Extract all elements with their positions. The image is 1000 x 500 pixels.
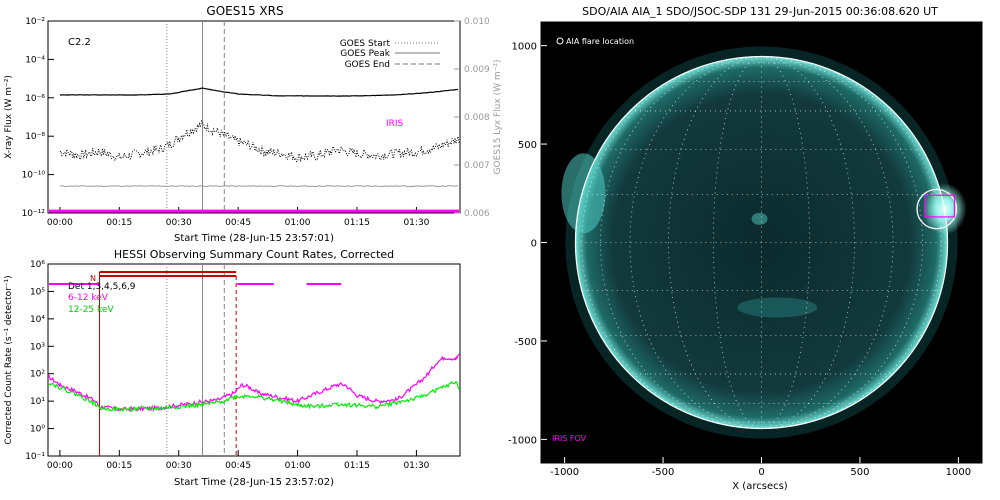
hessi-ytick-label: 10⁶ bbox=[30, 260, 45, 270]
hessi-xlabel: Start Time (28-Jun-15 23:57:02) bbox=[174, 477, 334, 488]
hessi-ytick-label: 10⁰ bbox=[30, 425, 45, 435]
aia-sun-group bbox=[556, 37, 967, 439]
hessi-ytick-label: 10² bbox=[30, 370, 45, 380]
hessi-xtick-label: 00:45 bbox=[225, 461, 251, 471]
goes-event-markers bbox=[166, 21, 225, 213]
aia-longitude-line bbox=[761, 56, 855, 429]
goes-series-lya bbox=[59, 185, 459, 188]
goes-legend-peak: GOES Peak bbox=[340, 49, 390, 59]
hessi-ytick-label: 10⁻¹ bbox=[25, 452, 45, 462]
goes-legend-end: GOES End bbox=[345, 60, 390, 70]
goes-y2tick-label: 0.010 bbox=[464, 17, 490, 27]
aia-title: SDO/AIA AIA_1 SDO/JSOC-SDP 131 29-Jun-20… bbox=[582, 5, 938, 18]
aia-flare-location-circle bbox=[916, 188, 958, 230]
hessi-legend-high: 12-25 keV bbox=[68, 305, 114, 315]
aia-iris-fov-box bbox=[924, 194, 956, 218]
aia-panel: SDO/AIA AIA_1 SDO/JSOC-SDP 131 29-Jun-20… bbox=[508, 5, 983, 492]
aia-iris-fov-label: IRIS FOV bbox=[552, 434, 587, 443]
goes-ytick-label: 10⁻² bbox=[25, 17, 45, 27]
hessi-event-markers bbox=[49, 264, 342, 456]
aia-longitude-line bbox=[761, 56, 811, 429]
goes-flare-class: C2.2 bbox=[68, 37, 91, 48]
aia-ytick-label: 500 bbox=[518, 140, 537, 151]
goes-xlabel: Start Time (28-Jun-15 23:57:01) bbox=[174, 233, 334, 244]
aia-ytick-label: -1000 bbox=[508, 435, 537, 446]
aia-legend-circle-symbol bbox=[556, 37, 564, 45]
hessi-series-group bbox=[47, 353, 460, 413]
goes-y2tick-label: 0.007 bbox=[464, 161, 490, 171]
aia-ytick-label: -500 bbox=[514, 337, 537, 348]
goes-y2tick-label: 0.008 bbox=[464, 113, 490, 123]
hessi-xtick-label: 00:15 bbox=[106, 461, 132, 471]
goes-y2tick-label: 0.009 bbox=[464, 65, 490, 75]
hessi-ytick-label: 10³ bbox=[30, 342, 45, 352]
goes-series-long bbox=[59, 87, 458, 97]
aia-ticks: -1000 -500 0 500 1000 1000 500 0 -500 -1000 bbox=[508, 42, 971, 478]
hessi-ytick-label: 10¹ bbox=[30, 397, 45, 407]
goes-series-group bbox=[49, 87, 460, 213]
aia-longitude-line bbox=[761, 56, 894, 429]
hessi-xtick-label: 01:15 bbox=[344, 461, 370, 471]
hessi-y-ticks: 10⁶ 10⁵ 10⁴ 10³ 10² 10¹ 10⁰ 10⁻¹ bbox=[25, 260, 54, 462]
goes-title: GOES15 XRS bbox=[206, 4, 283, 18]
hessi-xtick-label: 01:00 bbox=[285, 461, 311, 471]
goes-plot-frame bbox=[47, 20, 461, 214]
hessi-series-12-25kev bbox=[47, 380, 460, 413]
aia-limb-circle bbox=[574, 55, 949, 430]
goes-iris-label: IRIS bbox=[386, 119, 404, 129]
goes-y2-ticks: 0.010 0.009 0.008 0.007 0.006 bbox=[454, 17, 490, 219]
hessi-legend-low: 6-12 keV bbox=[68, 293, 109, 303]
aia-xlabel: X (arcsecs) bbox=[732, 481, 788, 492]
goes-ylabel-right: GOES15 Lyx Flux (W m⁻²) bbox=[493, 60, 503, 175]
hessi-ytick-label: 10⁵ bbox=[30, 287, 45, 297]
hessi-legend-det: Det 1,3,4,5,6,9 bbox=[68, 282, 136, 292]
hessi-night-label: N bbox=[90, 274, 96, 283]
goes-y2tick-label: 0.006 bbox=[464, 209, 490, 219]
hessi-panel: HESSI Observing Summary Count Rates, Cor… bbox=[4, 248, 461, 488]
goes-panel: GOES15 XRS 10⁻² 10⁻⁴ 10⁻⁶ 10⁻⁸ 10⁻¹⁰ 10⁻¹² 0.… bbox=[4, 4, 503, 244]
aia-solar-disk bbox=[575, 56, 948, 429]
goes-xtick-label: 01:00 bbox=[285, 218, 311, 228]
aia-xtick-label: -500 bbox=[652, 467, 675, 478]
goes-ytick-label: 10⁻¹² bbox=[22, 209, 46, 219]
aia-longitude-line bbox=[668, 56, 762, 429]
aia-central-bright-point bbox=[751, 212, 768, 225]
hessi-title: HESSI Observing Summary Count Rates, Cor… bbox=[114, 248, 394, 261]
hessi-ytick-label: 10⁴ bbox=[30, 315, 45, 325]
aia-xtick-label: -1000 bbox=[550, 467, 579, 478]
hessi-xtick-label: 00:00 bbox=[47, 461, 73, 471]
goes-ytick-label: 10⁻⁴ bbox=[25, 55, 45, 65]
hessi-xtick-label: 00:30 bbox=[166, 461, 192, 471]
aia-south-filament bbox=[737, 297, 818, 318]
aia-ytick-label: 1000 bbox=[512, 42, 537, 53]
goes-ytick-label: 10⁻⁸ bbox=[25, 132, 45, 142]
aia-longitude-line bbox=[629, 56, 762, 429]
goes-y-ticks: 10⁻² 10⁻⁴ 10⁻⁶ 10⁻⁸ 10⁻¹⁰ 10⁻¹² bbox=[22, 17, 54, 219]
goes-legend-start: GOES Start bbox=[340, 39, 391, 49]
goes-xtick-label: 01:15 bbox=[344, 218, 370, 228]
aia-xtick-label: 500 bbox=[850, 467, 869, 478]
goes-ytick-label: 10⁻¹⁰ bbox=[22, 171, 46, 181]
hessi-xtick-label: 01:30 bbox=[403, 461, 429, 471]
goes-ytick-label: 10⁻⁶ bbox=[25, 94, 45, 104]
aia-xtick-label: 1000 bbox=[946, 467, 971, 478]
goes-xtick-label: 01:30 bbox=[403, 218, 429, 228]
goes-xtick-label: 00:00 bbox=[47, 218, 73, 228]
goes-ylabel: X-ray Flux (W m⁻²) bbox=[4, 75, 14, 159]
goes-legend: GOES Start GOES Peak GOES End bbox=[340, 39, 440, 70]
aia-ytick-label: 0 bbox=[531, 239, 537, 250]
goes-xtick-label: 00:30 bbox=[166, 218, 192, 228]
goes-xtick-label: 00:45 bbox=[225, 218, 251, 228]
aia-east-limb-activity bbox=[561, 153, 606, 234]
hessi-x-ticks: 00:00 00:15 00:30 00:45 01:00 01:15 01:30 bbox=[47, 450, 430, 471]
aia-flare-location-label: AIA flare location bbox=[566, 37, 634, 46]
aia-xtick-label: 0 bbox=[758, 467, 764, 478]
hessi-plot-frame bbox=[47, 263, 461, 457]
hessi-ylabel: Corrected Count Rate (s⁻¹ detector⁻¹) bbox=[4, 275, 14, 444]
aia-longitude-line bbox=[712, 56, 762, 429]
hessi-legend: Det 1,3,4,5,6,9 6-12 keV 12-25 keV bbox=[68, 282, 136, 315]
goes-xtick-label: 00:15 bbox=[106, 218, 132, 228]
